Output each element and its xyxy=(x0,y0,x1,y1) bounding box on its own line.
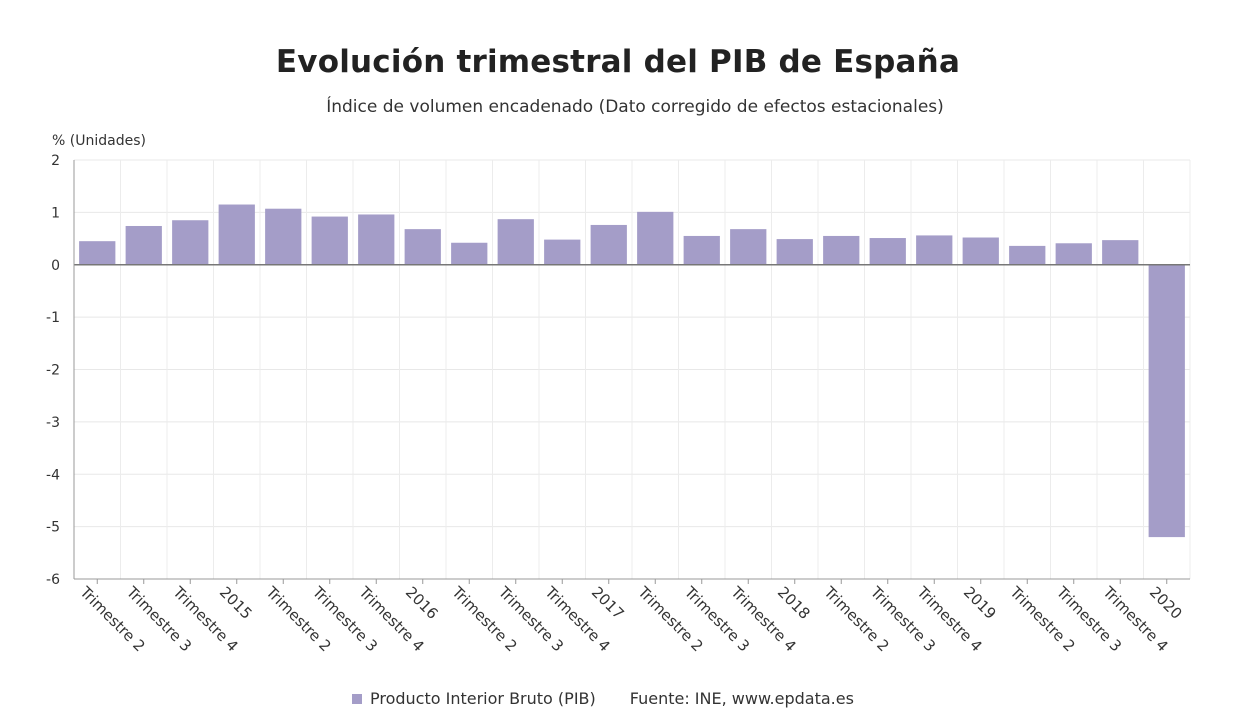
x-tick-label: 2015 xyxy=(216,583,256,623)
bar xyxy=(497,219,534,265)
x-tick-label: 2020 xyxy=(1146,583,1186,623)
chart-subtitle: Índice de volumen encadenado (Dato corre… xyxy=(326,97,944,117)
bar xyxy=(1102,240,1139,265)
bar xyxy=(311,216,348,265)
source-text: Fuente: INE, www.epdata.es xyxy=(629,689,854,708)
bar xyxy=(869,238,906,265)
x-tick-label: 2016 xyxy=(402,583,442,623)
legend-label: Producto Interior Bruto (PIB) xyxy=(370,689,596,708)
bar xyxy=(544,239,581,265)
y-tick-label: 2 xyxy=(51,153,60,169)
bar xyxy=(637,211,674,265)
y-tick-label: -1 xyxy=(46,310,60,326)
bar xyxy=(1009,245,1046,265)
legend-swatch xyxy=(352,693,362,704)
bar xyxy=(916,235,953,265)
y-axis-label: % (Unidades) xyxy=(52,133,146,149)
bar xyxy=(125,225,162,265)
bar xyxy=(590,224,627,265)
bar xyxy=(218,204,255,265)
legend: Producto Interior Bruto (PIB) Fuente: IN… xyxy=(352,689,854,708)
bar xyxy=(451,242,488,265)
x-tick-label: 2018 xyxy=(774,583,814,623)
x-tick-label: 2017 xyxy=(588,583,628,623)
y-tick-label: -6 xyxy=(46,572,60,588)
bar xyxy=(1055,243,1092,265)
y-tick-label: 1 xyxy=(51,205,60,221)
bar xyxy=(1148,264,1185,538)
bar xyxy=(823,235,860,265)
bar xyxy=(358,214,395,265)
bar xyxy=(404,229,441,265)
y-tick-label: -5 xyxy=(46,520,60,536)
chart-title: Evolución trimestral del PIB de España xyxy=(275,44,961,80)
bar xyxy=(776,239,813,265)
y-tick-label: -2 xyxy=(46,363,60,379)
y-tick-label: 0 xyxy=(51,258,60,274)
x-tick-label: 2019 xyxy=(960,583,1000,623)
bars-layer xyxy=(79,204,1185,538)
bar xyxy=(730,229,767,265)
y-tick-label: -4 xyxy=(46,467,60,483)
y-tick-label: -3 xyxy=(46,415,60,431)
bar xyxy=(683,235,720,265)
bar xyxy=(79,241,116,265)
bar xyxy=(265,208,302,265)
bar xyxy=(962,237,999,265)
bar xyxy=(172,220,209,265)
